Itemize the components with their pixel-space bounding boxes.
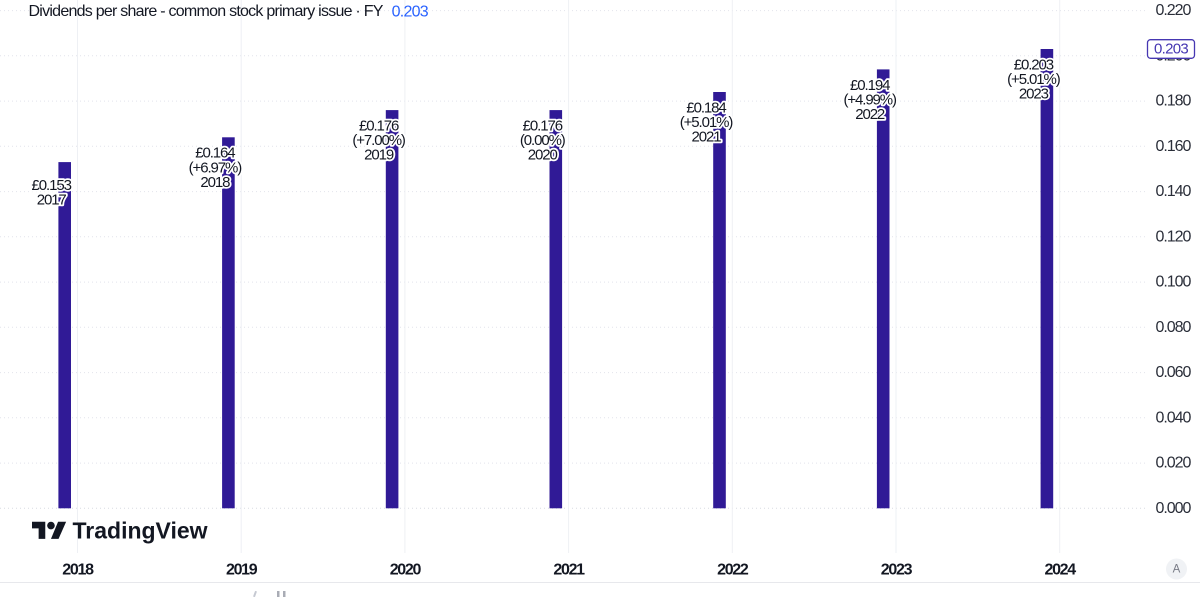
svg-text:£0.203: £0.203 (1014, 56, 1054, 73)
svg-text:(+7.00%): (+7.00%) (352, 132, 406, 149)
svg-text:£0.176: £0.176 (523, 118, 563, 135)
svg-text:2022: 2022 (717, 562, 749, 579)
svg-text:2022: 2022 (855, 106, 885, 123)
svg-text:A: A (1173, 564, 1181, 576)
svg-text:(+5.01%): (+5.01%) (680, 114, 734, 131)
svg-text:0.220: 0.220 (1156, 2, 1192, 19)
svg-text:0.060: 0.060 (1156, 364, 1192, 381)
svg-text:2021: 2021 (692, 129, 722, 146)
svg-text:(0.00%): (0.00%) (520, 132, 566, 149)
svg-text:2020: 2020 (390, 562, 422, 579)
svg-text:£0.184: £0.184 (686, 99, 726, 116)
svg-text:0.000: 0.000 (1156, 500, 1192, 517)
svg-text:(+4.99%): (+4.99%) (843, 91, 897, 108)
svg-text:2021: 2021 (553, 562, 585, 579)
svg-text:2023: 2023 (881, 562, 913, 579)
svg-text:2017: 2017 (37, 191, 67, 208)
svg-text:Dividends per share - common s: Dividends per share - common stock prima… (29, 3, 429, 20)
svg-text:0.080: 0.080 (1156, 319, 1192, 336)
svg-text:0.160: 0.160 (1156, 138, 1192, 155)
svg-text:0.040: 0.040 (1156, 409, 1192, 426)
svg-text:TradingView: TradingView (73, 518, 208, 544)
svg-text:£0.164: £0.164 (195, 145, 235, 162)
svg-text:0.203: 0.203 (1154, 41, 1188, 58)
svg-text:(+5.01%): (+5.01%) (1007, 71, 1061, 88)
svg-text:2024: 2024 (1044, 562, 1076, 579)
svg-text:2020: 2020 (528, 147, 558, 164)
svg-text:2023: 2023 (1019, 86, 1049, 103)
svg-text:0.120: 0.120 (1156, 228, 1192, 245)
svg-text:£0.194: £0.194 (850, 77, 890, 94)
svg-text:0.100: 0.100 (1156, 274, 1192, 291)
svg-text:(+6.97%): (+6.97%) (189, 159, 243, 176)
svg-text:2019: 2019 (364, 147, 394, 164)
svg-text:0.140: 0.140 (1156, 183, 1192, 200)
svg-text:£0.176: £0.176 (359, 118, 399, 135)
svg-text:2019: 2019 (226, 562, 258, 579)
svg-text:2018: 2018 (200, 174, 230, 191)
svg-text:0.180: 0.180 (1156, 93, 1192, 110)
svg-text:2018: 2018 (62, 562, 94, 579)
svg-text:0.020: 0.020 (1156, 455, 1192, 472)
svg-text:£0.153: £0.153 (32, 177, 72, 194)
